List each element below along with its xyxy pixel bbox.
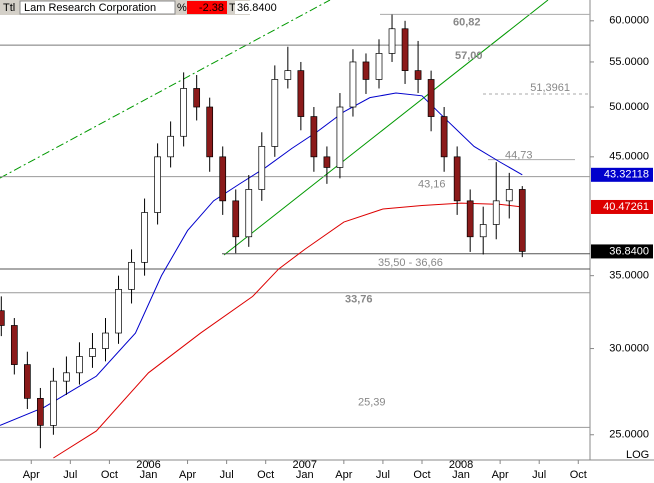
x-tick-label: Oct — [257, 469, 274, 481]
price: 36.8400 — [237, 2, 277, 14]
price-label: 43.32118 — [604, 169, 649, 181]
x-tick-label: Jul — [63, 469, 77, 481]
change-box — [187, 1, 227, 14]
candle-body — [167, 135, 174, 158]
year-label: 2007 — [293, 459, 317, 471]
range-label: 35,50 - 36,66 — [378, 257, 443, 269]
price-label-box — [591, 167, 653, 182]
candle-body — [388, 28, 396, 54]
candle-body — [414, 70, 422, 80]
candle-body — [505, 189, 513, 202]
candle-body — [297, 70, 305, 117]
x-tick-label: Jan — [296, 469, 314, 481]
price-label: 40.47261 — [603, 201, 649, 213]
candle-body — [206, 106, 214, 158]
price-label: 36.8400 — [609, 245, 649, 257]
candle-body — [375, 53, 383, 80]
candle-body — [440, 116, 448, 158]
level-label: 57,00 — [455, 50, 483, 62]
y-tick-label: 45.0000 — [609, 151, 649, 163]
y-tick-label: 60.0000 — [609, 15, 649, 27]
candle-body — [10, 325, 18, 365]
candle-body — [310, 116, 318, 158]
candle-body — [141, 212, 148, 263]
company-name: Lam Research Corporation — [24, 2, 156, 14]
x-tick-label: Oct — [413, 469, 430, 481]
candle-body — [232, 200, 240, 238]
candle-body — [245, 189, 253, 238]
y-tick-label: 50.0000 — [609, 101, 649, 113]
candle-body — [492, 200, 500, 225]
candle-body — [401, 28, 409, 71]
level-label: 43,16 — [418, 178, 446, 190]
year-label: 2008 — [449, 459, 473, 471]
candle-body — [219, 156, 227, 202]
candle-body — [76, 356, 83, 374]
candle-body — [427, 79, 435, 117]
candle-body — [37, 398, 44, 426]
candle-body — [284, 70, 292, 80]
pct-label: % — [177, 2, 187, 14]
level-label: 44,73 — [505, 150, 533, 162]
x-tick-label: Jan — [140, 469, 158, 481]
candle-body — [0, 310, 5, 326]
plot: 60,82 57,00 51,3961 44,73 43,16 33,76 25,39 35,… — [0, 13, 590, 459]
change: -2.38 — [199, 2, 224, 14]
candle-body — [180, 88, 187, 137]
year-label: 2006 — [136, 459, 160, 471]
x-tick-label: Jul — [532, 469, 546, 481]
x-tick-label: Apr — [492, 469, 509, 481]
x-tick-label: Oct — [101, 469, 118, 481]
x-tick-label: Jul — [220, 469, 234, 481]
candle-body — [63, 372, 70, 382]
candle-body — [479, 224, 487, 238]
candle-body — [271, 79, 279, 147]
candle-body — [102, 332, 109, 349]
x-tick-label: Apr — [335, 469, 352, 481]
candle-body — [336, 106, 344, 168]
candle-body — [128, 261, 135, 290]
x-tick-label: Oct — [570, 469, 587, 481]
moving-average — [53, 202, 523, 459]
candle-body — [258, 146, 266, 190]
level-label: 33,76 — [345, 294, 373, 306]
candle-body — [115, 289, 122, 334]
price-label-box — [591, 244, 653, 259]
price-label: T — [229, 2, 236, 14]
x-tick-label: Jul — [376, 469, 390, 481]
price-box — [235, 1, 285, 14]
price-label-box — [591, 199, 653, 214]
y-tick-label: 55.0000 — [609, 56, 649, 68]
candle-body — [24, 364, 31, 399]
level-label: 60,82 — [453, 16, 481, 28]
x-tick-label: Apr — [23, 469, 40, 481]
trend-line — [0, 0, 331, 179]
candle-body — [518, 189, 526, 252]
candle-body — [323, 156, 331, 168]
x-tick-label: Jan — [452, 469, 470, 481]
moving-average — [0, 92, 523, 426]
scale-label: LOG — [626, 449, 649, 461]
candle-body — [362, 61, 370, 80]
y-tick-label: 30.0000 — [609, 342, 649, 354]
candle-body — [193, 88, 201, 108]
candle-body — [466, 200, 474, 238]
candle-body — [89, 348, 96, 357]
y-tick-label: 35.0000 — [609, 270, 649, 282]
field-label: Ttl — [3, 2, 15, 14]
level-label: 25,39 — [358, 396, 386, 408]
candle-body — [154, 156, 161, 213]
x-tick-label: Apr — [179, 469, 196, 481]
candle-body — [349, 61, 357, 108]
y-tick-label: 25.0000 — [609, 429, 649, 441]
trend-line — [223, 0, 549, 256]
candle-body — [453, 156, 461, 202]
candle-body — [50, 380, 57, 426]
name-box — [19, 0, 176, 15]
level-label: 51,3961 — [530, 82, 570, 94]
